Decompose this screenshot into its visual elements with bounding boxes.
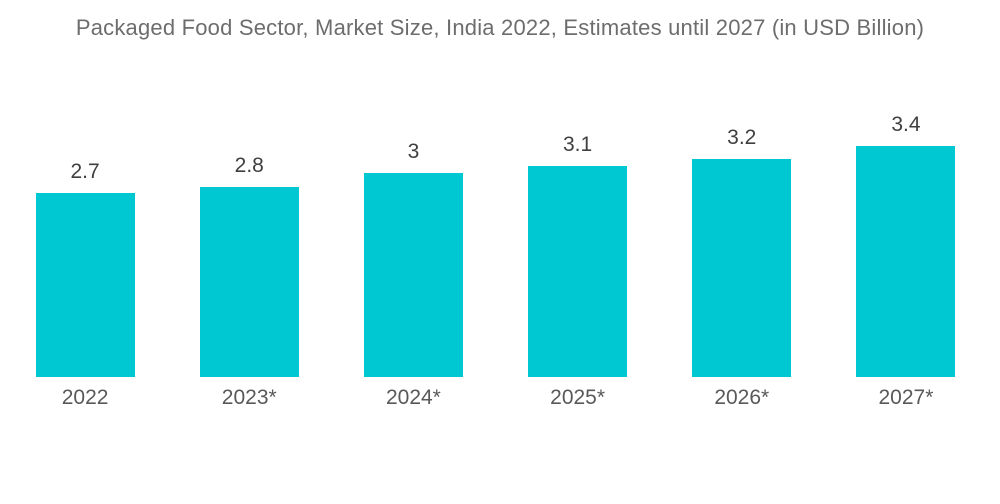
category-label: 2024*: [385, 386, 441, 409]
category-label: 2022: [61, 386, 109, 409]
bar: [528, 166, 628, 377]
bar-group-2025: 3.1 2025*: [496, 0, 660, 409]
bar-group-2026: 3.2 2026*: [660, 0, 824, 409]
bar-group-2024: 3 2024*: [331, 0, 495, 409]
value-label: 3: [407, 140, 420, 163]
bar: [363, 173, 463, 377]
value-label: 3.4: [891, 112, 921, 136]
category-label: 2023*: [221, 386, 277, 409]
value-label: 3.2: [727, 126, 757, 150]
value-label: 3.1: [563, 133, 593, 157]
category-label: 2027*: [878, 386, 934, 409]
bar-chart-plot-area: 2.7 2022 2.8 2023* 3 2024* 3.1 2025* 3.2…: [3, 0, 988, 409]
bar: [856, 145, 956, 377]
value-label: 2.7: [70, 160, 100, 184]
bar-group-2027: 3.4 2027*: [824, 0, 988, 409]
category-label: 2025*: [550, 386, 606, 409]
bar: [199, 186, 299, 377]
value-label: 2.8: [234, 153, 264, 177]
bar: [692, 159, 792, 377]
bar: [35, 193, 135, 377]
category-label: 2026*: [714, 386, 770, 409]
bar-group-2022: 2.7 2022: [3, 0, 167, 409]
chart-title: Packaged Food Sector, Market Size, India…: [75, 15, 925, 40]
bar-group-2023: 2.8 2023*: [167, 0, 331, 409]
